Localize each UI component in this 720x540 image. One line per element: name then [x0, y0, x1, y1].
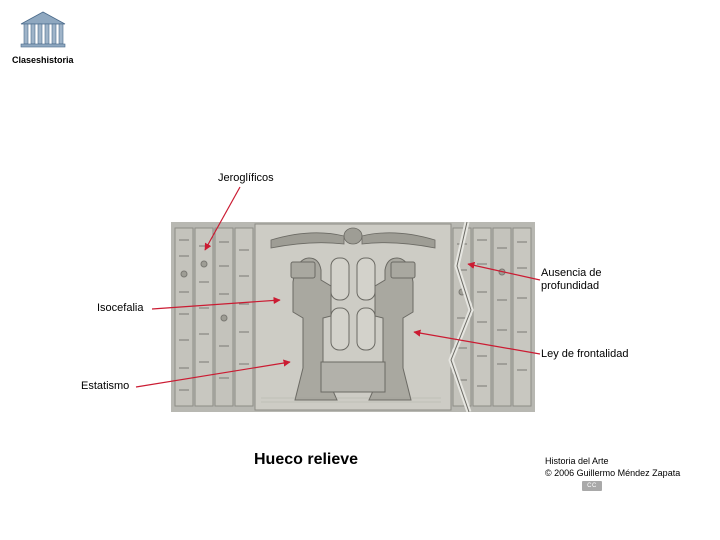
label-ausencia-line1: Ausencia de: [541, 267, 602, 279]
label-frontalidad: Ley de frontalidad: [541, 348, 628, 360]
cc-badge-icon: CC: [582, 481, 602, 491]
label-ausencia: Ausencia de profundidad: [541, 267, 602, 293]
label-jeroglificos: Jeroglíficos: [218, 172, 274, 184]
credit-line1: Historia del Arte: [545, 456, 609, 466]
credit-line2: © 2006 Guillermo Méndez Zapata: [545, 468, 680, 478]
logo-icon: [18, 10, 68, 48]
label-estatismo: Estatismo: [81, 380, 129, 392]
label-ausencia-line2: profundidad: [541, 280, 599, 292]
slide-title: Hueco relieve: [254, 451, 358, 469]
logo-caption: Claseshistoria: [12, 55, 74, 65]
label-isocefalia: Isocefalia: [97, 302, 143, 314]
relief-illustration: [171, 222, 535, 412]
credit-block: Historia del Arte © 2006 Guillermo Ménde…: [545, 456, 680, 479]
